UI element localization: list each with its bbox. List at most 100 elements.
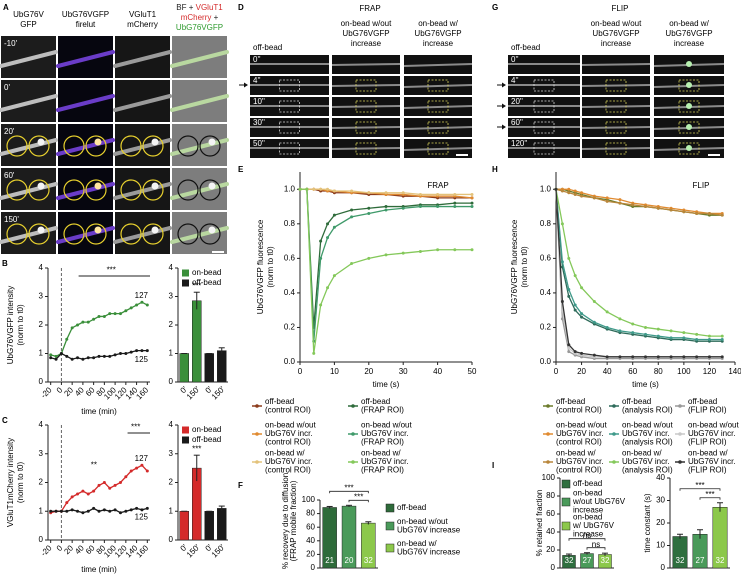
y-tick-label: 80	[306, 509, 315, 518]
data-point	[118, 352, 122, 355]
x-tick-label: 20	[364, 367, 373, 376]
y-tick-label: 20	[306, 550, 315, 559]
time-label: 0''	[511, 55, 519, 64]
data-point	[554, 187, 558, 191]
significance: **	[91, 460, 97, 469]
column-header: off-bead	[253, 43, 282, 52]
legend-label: off-bead (FRAP ROI)	[361, 397, 404, 415]
y-tick-label: 2	[169, 478, 174, 487]
data-point	[54, 509, 58, 513]
neurite	[0, 50, 58, 68]
text-line: UbG76V incr.	[556, 457, 604, 466]
data-point	[367, 256, 371, 260]
text-line: UbG76VGFP	[414, 29, 461, 38]
data-point	[592, 300, 596, 304]
y-tick-label: 2	[39, 320, 44, 329]
time-label: 20'	[4, 127, 15, 136]
puncta	[37, 182, 45, 190]
neurite	[331, 105, 401, 108]
puncta	[151, 138, 159, 146]
y-tick-label: 4	[169, 420, 174, 429]
series-line	[555, 188, 723, 216]
data-point	[470, 205, 474, 209]
data-point	[567, 346, 571, 350]
y-tick-label: 1	[39, 349, 44, 358]
data-point	[135, 506, 139, 510]
data-point	[669, 208, 673, 212]
data-point	[580, 351, 584, 355]
x-tick-label: 40	[433, 367, 442, 376]
data-point	[326, 222, 330, 226]
x-tick-label: 0	[298, 367, 303, 376]
data-point	[573, 308, 577, 312]
legend-label: off-bead (control ROI)	[265, 397, 311, 415]
roi	[678, 142, 700, 155]
puncta	[151, 182, 159, 190]
significance: ***	[192, 444, 201, 453]
y-tick-label: 60	[306, 522, 315, 531]
data-point	[631, 355, 635, 359]
text-line: on-bead w/	[669, 19, 709, 28]
data-point	[145, 349, 149, 353]
data-point	[695, 332, 699, 336]
legend-swatch	[546, 432, 550, 436]
text-line: (FRAP mobile fraction)	[289, 480, 298, 561]
data-point	[605, 199, 609, 203]
data-point	[92, 506, 96, 510]
bead-outline	[120, 135, 142, 157]
text-line: UbG76V incr.	[688, 457, 736, 466]
x-tick-label: 0'	[179, 542, 190, 553]
neurite	[331, 126, 401, 129]
legend-swatch	[182, 279, 189, 287]
text-line: UbG76V incr.	[622, 457, 670, 466]
x-tick-label: 30	[399, 367, 408, 376]
text-line: w/ UbG76V	[572, 521, 615, 530]
roi	[427, 121, 449, 134]
data-point	[656, 327, 660, 331]
text-line: on-bead w/out	[341, 19, 392, 28]
data-point	[350, 208, 354, 212]
data-point	[59, 509, 63, 513]
neurite	[331, 63, 401, 66]
data-point	[350, 215, 354, 219]
chart-title: FLIP	[693, 181, 710, 190]
data-point	[124, 509, 128, 513]
data-point	[140, 300, 144, 304]
y-tick-label: 3	[39, 292, 44, 301]
data-point	[560, 189, 564, 193]
arrow-head	[502, 82, 506, 88]
data-point	[140, 463, 144, 467]
panel-letter: C	[2, 416, 8, 425]
x-tick-label: 40	[603, 367, 612, 376]
header-piece: UbG76VGFP	[176, 23, 223, 32]
legend-swatch	[182, 436, 189, 444]
data-point	[567, 350, 571, 354]
data-point	[567, 256, 571, 260]
series-line	[300, 188, 472, 328]
data-point	[418, 205, 422, 209]
roi	[427, 142, 449, 155]
series-line	[555, 189, 723, 341]
bar	[217, 350, 227, 383]
data-point	[682, 355, 686, 359]
puncta	[686, 145, 692, 151]
data-point	[384, 191, 388, 195]
legend-label: on-bead w/out UbG76V incr. (control ROI)	[265, 421, 316, 447]
legend-swatch	[678, 404, 682, 408]
data-point	[592, 353, 596, 357]
bead-outline	[142, 135, 164, 157]
panel-letter: B	[2, 259, 8, 268]
n-label: 127	[135, 454, 149, 463]
x-tick-label: 20	[577, 367, 586, 376]
data-point	[401, 191, 405, 195]
data-point	[65, 354, 69, 358]
data-point	[113, 312, 117, 316]
legend-label: on-bead w/out UbG76V increase	[397, 517, 461, 535]
puncta	[151, 226, 159, 234]
column-header: on-bead w/out UbG76VGFP increase	[591, 19, 642, 48]
text-line: off-bead	[688, 397, 717, 406]
data-point	[605, 196, 609, 200]
bead-outline	[63, 135, 85, 157]
n-label: 32	[601, 556, 610, 565]
